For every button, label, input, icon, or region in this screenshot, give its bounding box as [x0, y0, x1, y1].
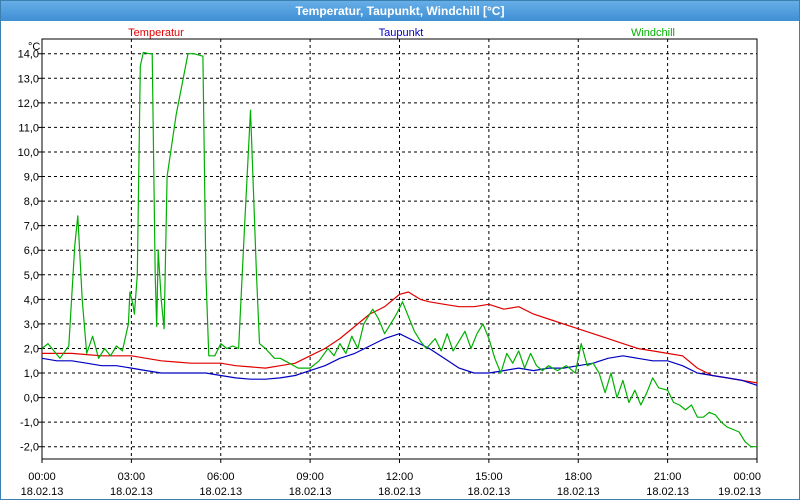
- y-tick-label: 9,0: [24, 172, 39, 184]
- y-tick-label: 3,0: [24, 319, 39, 331]
- y-tick-label: 11,0: [18, 122, 39, 134]
- grid-layer: [42, 39, 757, 459]
- y-axis-unit-label: °C: [28, 41, 40, 53]
- x-tick-label-date: 18.02.13: [467, 486, 510, 498]
- x-tick-label-time: 12:00: [386, 471, 414, 483]
- x-tick-label-date: 18.02.13: [557, 486, 600, 498]
- y-tick-label: 10,0: [18, 147, 39, 159]
- y-tick-label: -2,0: [20, 442, 39, 454]
- x-tick-label-time: 00:00: [733, 471, 761, 483]
- y-tick-label: 8,0: [24, 196, 39, 208]
- y-tick-label: 4,0: [24, 294, 39, 306]
- series-taupunkt-line: [41, 333, 758, 386]
- legend: Temperatur Taupunkt Windchill: [128, 27, 675, 39]
- x-tick-label-time: 09:00: [296, 471, 324, 483]
- y-tick-label: 6,0: [24, 245, 39, 257]
- x-tick-label-time: 06:00: [207, 471, 235, 483]
- x-tick-label-date: 18.02.13: [289, 486, 332, 498]
- x-tick-label-date: 18.02.13: [199, 486, 242, 498]
- x-tick-label-time: 21:00: [654, 471, 682, 483]
- x-tick-label-date: 18.02.13: [378, 486, 421, 498]
- legend-taupunkt: Taupunkt: [379, 27, 424, 39]
- x-tick-label-date: 18.02.13: [646, 486, 689, 498]
- series-layer: [41, 51, 758, 448]
- x-tick-label-time: 18:00: [564, 471, 592, 483]
- y-tick-label: -1,0: [20, 417, 39, 429]
- y-tick-label: 2,0: [24, 343, 39, 355]
- y-tick-label: 7,0: [24, 221, 39, 233]
- x-axis: 00:00 18.02.13 03:00 18.02.13 06:00 18.02.13 0…: [21, 459, 761, 498]
- y-tick-label: 5,0: [24, 270, 39, 282]
- legend-temperatur: Temperatur: [128, 27, 184, 39]
- y-tick-label: 14,0: [18, 49, 39, 61]
- x-tick-label-time: 03:00: [118, 471, 146, 483]
- x-tick-label-time: 00:00: [28, 471, 56, 483]
- y-axis: 14,0 13,0 12,0 11,0 10,0 9,0 8,0 7,0 6,0 5,0 4,0 3,…: [18, 49, 42, 454]
- x-tick-label-date: 18.02.13: [21, 486, 64, 498]
- window-title: Temperatur, Taupunkt, Windchill [°C]: [1, 1, 799, 21]
- y-tick-label: 1,0: [24, 368, 39, 380]
- x-tick-label-date: 18.02.13: [110, 486, 153, 498]
- series-temperatur-line: [42, 291, 758, 384]
- y-tick-label: 12,0: [18, 98, 39, 110]
- x-tick-label-time: 15:00: [475, 471, 503, 483]
- x-tick-label-date: 19.02.13: [718, 486, 761, 498]
- series-windchill-line: [41, 51, 757, 448]
- y-tick-label: 0,0: [24, 393, 39, 405]
- y-tick-label: 13,0: [18, 73, 39, 85]
- legend-windchill: Windchill: [631, 27, 675, 39]
